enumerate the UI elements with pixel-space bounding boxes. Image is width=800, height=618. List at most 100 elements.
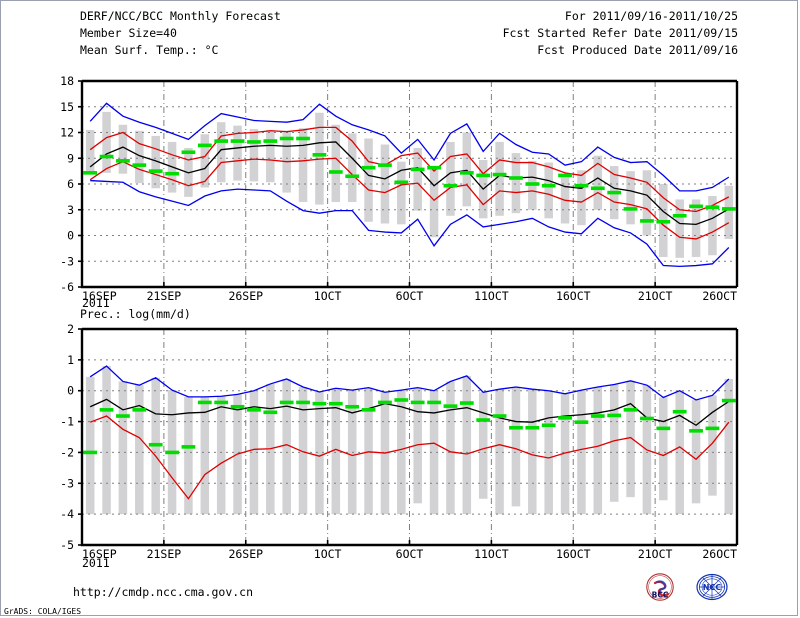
spread-bar [429, 390, 439, 515]
observed-marker [672, 409, 687, 414]
observed-marker [116, 414, 130, 418]
observed-marker [83, 171, 98, 175]
observed-marker [607, 413, 622, 418]
chart-header: DERF/NCC/BCC Monthly Forecast Member Siz… [0, 8, 800, 66]
observed-marker [640, 219, 654, 223]
observed-marker [165, 171, 179, 176]
spread-bar [347, 133, 357, 203]
observed-marker [689, 429, 703, 433]
spread-bar [642, 170, 652, 236]
spread-bar [216, 396, 226, 515]
y-tick-label: 9 [67, 151, 74, 165]
observed-marker [492, 414, 507, 418]
observed-marker [459, 171, 474, 175]
observed-marker [99, 154, 114, 159]
observed-marker [410, 167, 425, 172]
observed-marker [181, 445, 196, 449]
spread-bar [528, 389, 537, 515]
observed-marker [443, 183, 458, 188]
spread-bar [544, 390, 553, 515]
observed-marker [427, 165, 441, 170]
observed-marker [640, 416, 654, 421]
observed-marker [230, 404, 245, 409]
spread-bar [118, 124, 128, 174]
y-tick-label: -3 [60, 254, 74, 268]
x-tick-label: 21OCT [638, 289, 673, 303]
spread-bar [135, 385, 144, 515]
website-url[interactable]: http://cmdp.ncc.cma.gov.cn [73, 585, 254, 599]
observed-marker [492, 172, 507, 177]
x-tick-label: 26OCT [702, 547, 737, 558]
observed-marker [165, 450, 179, 455]
spread-bar [216, 122, 226, 183]
spread-bar [511, 153, 521, 214]
spread-bar [708, 395, 717, 496]
observed-marker [345, 404, 360, 409]
spread-bar [478, 392, 488, 499]
precipitation-x-axis-year: 2011 [82, 556, 110, 570]
observed-marker [607, 190, 622, 195]
x-tick-label: 16SEP [82, 547, 117, 558]
spread-bar [609, 384, 619, 502]
spread-bar [102, 111, 111, 173]
spread-bar [331, 124, 341, 203]
observed-marker [459, 401, 474, 405]
observed-marker [247, 408, 261, 412]
precipitation-title: Prec.: log(mm/d) [80, 307, 191, 321]
x-tick-label: 16OCT [556, 547, 591, 558]
observed-marker [721, 207, 736, 211]
spread-bar [135, 130, 144, 184]
observed-marker [279, 136, 294, 141]
spread-bar [462, 132, 472, 207]
observed-marker [361, 408, 376, 412]
observed-marker [214, 139, 229, 143]
observed-marker [443, 404, 458, 408]
spread-bar [708, 196, 717, 256]
observed-marker [263, 410, 278, 415]
y-tick-label: 0 [67, 229, 74, 243]
observed-marker [296, 136, 310, 141]
spread-bar [691, 399, 701, 504]
spread-bar [85, 376, 95, 515]
observed-marker [230, 139, 245, 143]
bcc-logo: BCC [638, 572, 682, 606]
observed-marker [705, 205, 720, 209]
spread-bar [102, 366, 111, 515]
observed-marker [672, 213, 687, 218]
observed-marker [656, 426, 671, 431]
y-tick-label: 12 [60, 126, 74, 140]
spread-bar [675, 390, 684, 515]
observed-marker [590, 414, 605, 418]
observed-marker [394, 398, 409, 402]
fcst-produced-label: Fcst Produced Date 2011/09/16 [537, 43, 738, 57]
spread-bar [282, 378, 291, 515]
forecast-period-label: For 2011/09/16-2011/10/25 [564, 9, 738, 23]
observed-marker [99, 408, 114, 412]
observed-marker [328, 401, 343, 406]
observed-markers [83, 398, 736, 455]
series-lower-quartile [89, 157, 730, 240]
observed-marker [623, 408, 638, 412]
spread-bar [200, 134, 210, 188]
observed-marker [525, 182, 540, 186]
y-tick-label: -6 [60, 280, 74, 294]
spread-bar [659, 397, 668, 501]
header-left-block: DERF/NCC/BCC Monthly Forecast Member Siz… [80, 8, 281, 59]
series-ensemble-mean [89, 398, 730, 427]
x-tick-label: 21OCT [638, 547, 673, 558]
spread-bar [577, 170, 586, 226]
spread-bar [249, 390, 259, 515]
observed-marker [148, 442, 163, 447]
spread-bar [446, 141, 455, 216]
observed-marker [689, 204, 703, 209]
member-size-label: Member Size=40 [80, 26, 177, 40]
observed-marker [705, 426, 720, 431]
observed-marker [345, 174, 360, 179]
series-upper-quartile [89, 126, 730, 213]
ncc-logo: NCC [690, 572, 734, 606]
observed-marker [590, 186, 605, 191]
observed-marker [247, 140, 261, 144]
x-tick-label: 11OCT [474, 547, 509, 558]
observed-marker [427, 400, 441, 405]
observed-marker [410, 400, 425, 405]
